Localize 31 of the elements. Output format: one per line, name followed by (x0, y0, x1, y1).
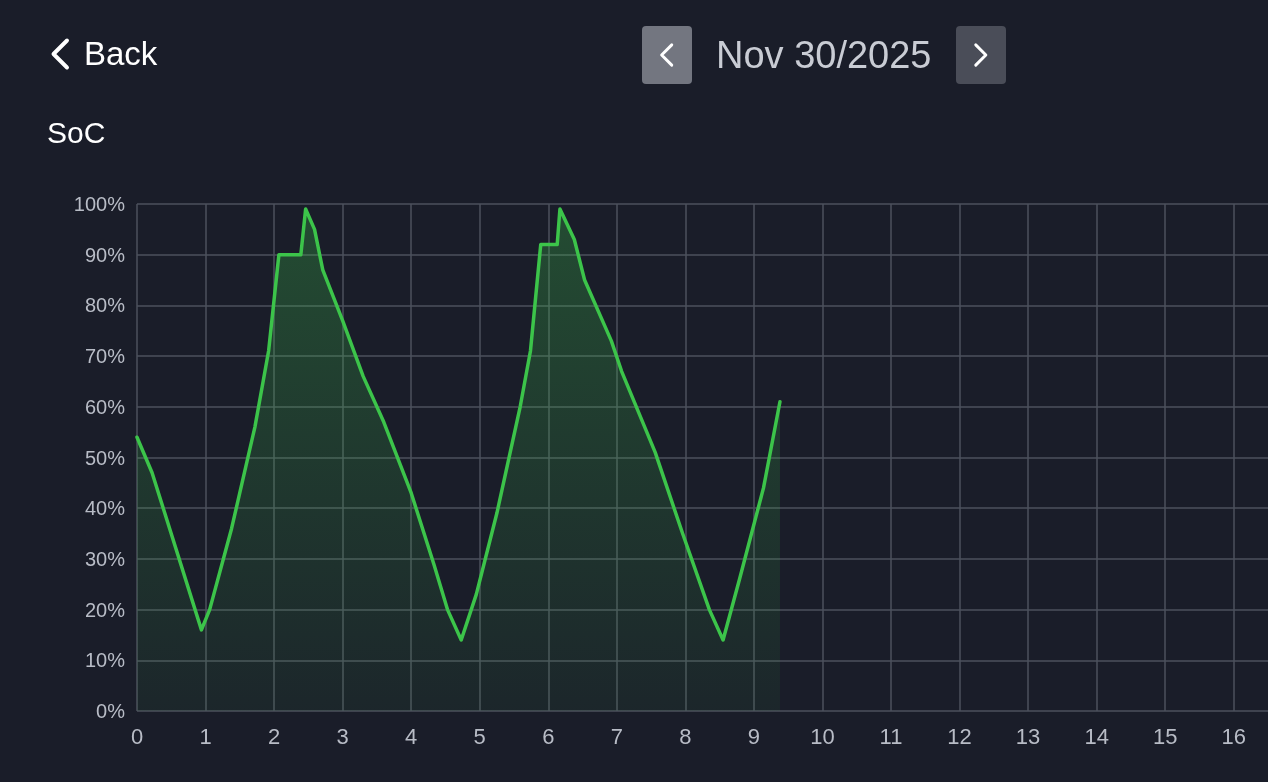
x-tick-label: 16 (1221, 723, 1246, 749)
y-tick-label: 80% (84, 294, 126, 317)
x-tick-label: 5 (473, 723, 486, 749)
y-tick-label: 40% (84, 497, 126, 520)
x-tick-label: 6 (542, 723, 555, 749)
x-tick-label: 0 (130, 723, 144, 749)
x-tick-label: 14 (1084, 723, 1109, 749)
y-tick-label: 30% (84, 547, 126, 570)
text: Back (84, 35, 158, 73)
x-tick-label: 1 (199, 723, 212, 749)
x-tick-label: 12 (947, 723, 972, 749)
x-tick-label: 7 (610, 723, 623, 749)
y-tick-label: 100% (73, 193, 126, 215)
y-tick-label: 0% (96, 700, 126, 722)
x-tick-label: 10 (810, 723, 835, 749)
x-tick-label: 8 (679, 723, 692, 749)
x-tick-label: 9 (747, 723, 761, 749)
x-tick-label: 11 (879, 723, 903, 749)
y-tick-label: 10% (84, 649, 126, 672)
y-tick-label: 70% (84, 345, 126, 368)
x-tick-label: 13 (1015, 723, 1041, 749)
x-tick-label: 4 (405, 723, 418, 749)
y-axis-title: SoC (47, 116, 106, 150)
x-tick-label: 15 (1152, 723, 1178, 749)
y-tick-label: 60% (84, 395, 126, 418)
x-tick-label: 2 (267, 723, 281, 749)
chart-title: Nov 30/2025 (716, 33, 932, 77)
y-tick-label: 90% (84, 243, 126, 266)
y-tick-label: 50% (84, 446, 126, 469)
y-tick-label: 20% (84, 598, 126, 621)
x-tick-label: 3 (336, 723, 349, 749)
